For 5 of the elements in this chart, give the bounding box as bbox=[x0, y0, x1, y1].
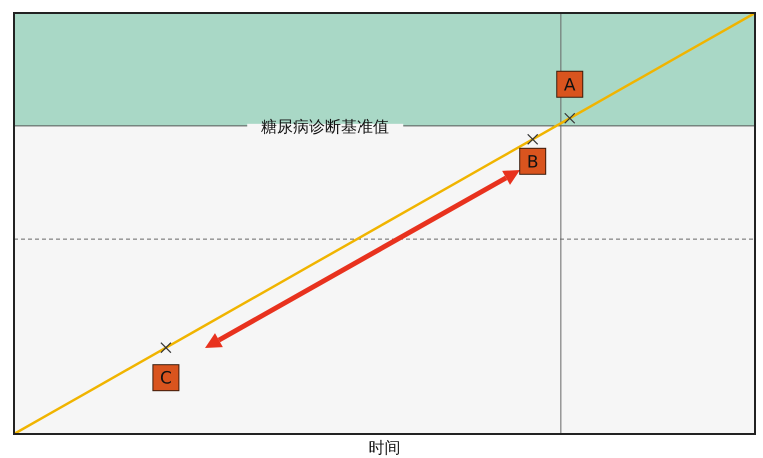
annotation: A bbox=[564, 75, 576, 96]
ref-line-label: 糖尿病诊断基准值 bbox=[261, 116, 390, 136]
x-axis-title: 时间 bbox=[368, 438, 400, 457]
annotation: C bbox=[160, 368, 172, 389]
annotation: B bbox=[526, 152, 539, 172]
